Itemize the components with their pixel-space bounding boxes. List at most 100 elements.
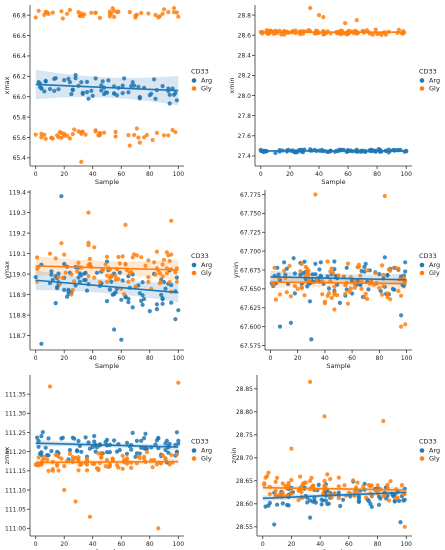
data-point-arg xyxy=(336,490,341,495)
data-point-gly xyxy=(354,18,359,23)
data-point-gly xyxy=(150,465,155,470)
data-point-gly xyxy=(383,32,388,37)
data-point-gly xyxy=(47,384,53,389)
y-tick-label: 67.675 xyxy=(240,267,261,274)
data-point-gly xyxy=(122,292,127,297)
data-point-arg xyxy=(90,93,95,98)
data-point-gly xyxy=(123,261,128,266)
data-point-arg xyxy=(163,447,168,453)
data-point-gly xyxy=(102,130,107,135)
data-point-arg xyxy=(72,436,77,441)
y-axis-label: xmin xyxy=(228,77,236,93)
data-point-arg xyxy=(292,271,297,276)
data-point-arg xyxy=(80,91,85,96)
data-point-gly xyxy=(146,11,151,16)
data-point-gly xyxy=(50,10,55,15)
data-point-arg xyxy=(344,265,349,270)
data-point-gly xyxy=(137,455,142,460)
x-tick-label: 0 xyxy=(269,355,273,362)
data-point-gly xyxy=(309,475,314,480)
data-point-gly xyxy=(76,10,81,15)
data-point-gly xyxy=(93,10,98,15)
legend-label-gly: Gly xyxy=(429,455,440,463)
data-point-gly xyxy=(56,135,61,140)
legend-marker-gly xyxy=(419,456,425,461)
data-point-arg xyxy=(117,447,122,453)
data-point-arg xyxy=(93,76,98,81)
data-point-gly xyxy=(53,256,58,261)
data-point-arg xyxy=(312,498,317,503)
y-tick-label: 28.85 xyxy=(236,386,253,393)
data-point-gly xyxy=(142,135,147,140)
data-point-arg xyxy=(65,294,70,299)
data-point-gly xyxy=(69,292,74,297)
data-point-arg xyxy=(403,260,408,265)
data-point-gly xyxy=(132,132,137,138)
data-point-gly xyxy=(109,273,114,278)
data-point-arg xyxy=(124,451,130,456)
data-point-arg xyxy=(402,497,407,502)
y-tick-label: 28.70 xyxy=(236,455,253,462)
legend-marker-gly xyxy=(419,86,425,91)
data-point-arg xyxy=(142,436,147,441)
x-tick-label: 0 xyxy=(34,355,38,362)
x-tick-label: 80 xyxy=(376,355,384,362)
data-point-gly xyxy=(272,265,277,270)
data-point-arg xyxy=(337,300,342,305)
trend-line-gly xyxy=(35,460,179,464)
data-point-gly xyxy=(62,252,67,257)
x-tick-label: 60 xyxy=(117,541,125,548)
data-point-arg xyxy=(106,78,111,83)
data-point-gly xyxy=(292,283,297,289)
data-point-arg xyxy=(307,299,312,304)
data-point-arg xyxy=(272,522,277,527)
data-point-arg xyxy=(174,430,179,435)
y-axis-label: zmax xyxy=(3,447,11,465)
y-tick-label: 28.75 xyxy=(236,432,253,439)
x-tick-label: 0 xyxy=(34,171,38,178)
data-point-gly xyxy=(299,261,304,267)
data-point-arg xyxy=(76,275,81,280)
data-point-arg xyxy=(40,430,45,435)
data-point-gly xyxy=(36,462,41,467)
data-point-arg xyxy=(73,72,78,78)
data-point-gly xyxy=(45,10,50,15)
data-point-arg xyxy=(79,80,84,85)
x-tick-label: 100 xyxy=(401,541,413,548)
data-point-gly xyxy=(35,266,40,271)
data-point-arg xyxy=(140,302,145,307)
data-point-gly xyxy=(56,275,61,280)
data-point-gly xyxy=(114,10,120,15)
data-point-gly xyxy=(156,15,161,20)
data-point-arg xyxy=(43,445,48,450)
data-point-gly xyxy=(402,524,407,529)
y-tick-label: 27.6 xyxy=(238,133,252,140)
legend-label-gly: Gly xyxy=(429,85,440,93)
y-tick-label: 28.55 xyxy=(236,524,253,531)
y-tick-label: 66.2 xyxy=(13,74,27,81)
data-point-gly xyxy=(107,9,112,14)
legend-label-arg: Arg xyxy=(429,447,440,455)
data-point-gly xyxy=(97,131,102,136)
y-tick-label: 111.05 xyxy=(5,506,26,513)
y-tick-label: 118.7 xyxy=(9,333,26,340)
legend-marker-gly xyxy=(191,456,197,461)
data-point-arg xyxy=(174,98,179,103)
data-point-arg xyxy=(132,83,137,88)
data-point-arg xyxy=(119,297,124,302)
data-point-arg xyxy=(35,435,40,440)
data-point-gly xyxy=(77,462,82,467)
data-point-gly xyxy=(361,484,366,489)
y-tick-label: 28.8 xyxy=(238,12,252,19)
data-point-arg xyxy=(318,260,323,265)
data-point-arg xyxy=(39,341,44,346)
data-point-arg xyxy=(305,500,310,505)
trend-line-arg xyxy=(35,83,179,92)
data-point-gly xyxy=(310,483,316,488)
data-point-arg xyxy=(107,287,112,292)
data-point-gly xyxy=(103,262,108,267)
y-tick-label: 28.80 xyxy=(236,409,253,416)
data-point-arg xyxy=(376,502,382,507)
data-point-gly xyxy=(396,288,401,294)
data-point-arg xyxy=(283,272,288,277)
